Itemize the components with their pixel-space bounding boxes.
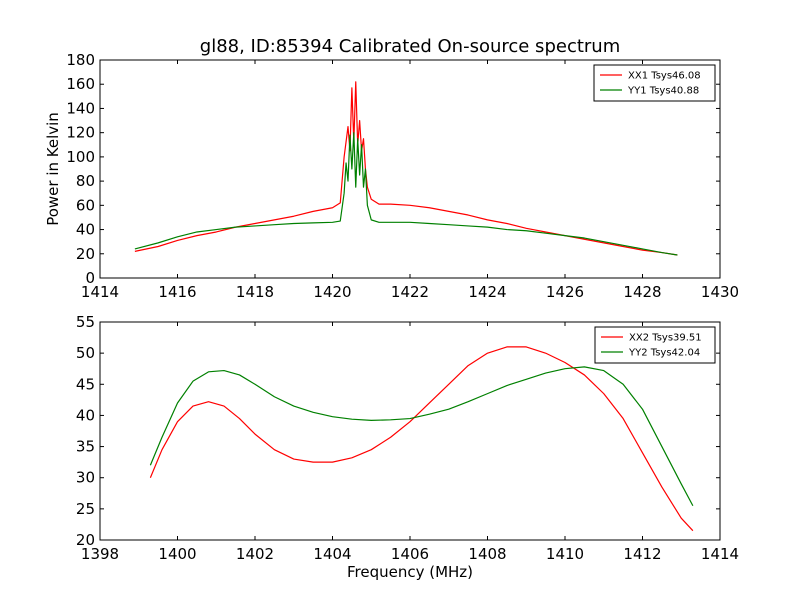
y-tick-label: 80 xyxy=(76,172,95,190)
y-tick-label: 50 xyxy=(76,344,95,362)
y-axis-label-top: Power in Kelvin xyxy=(44,112,62,226)
y-tick-label: 20 xyxy=(76,245,95,263)
y-tick-label: 0 xyxy=(85,269,95,287)
y-tick-label: 120 xyxy=(66,124,95,142)
x-tick-label: 1400 xyxy=(158,545,196,563)
chart-title: gl88, ID:85394 Calibrated On-source spec… xyxy=(200,36,620,57)
legend-box xyxy=(593,64,716,102)
axes-top: 1414 1416 1418 1420 1422 1424 1426 1428 1430 0 20 4… xyxy=(66,51,739,301)
y-tick-label: 55 xyxy=(76,313,95,331)
legend-label: XX2 Tsys39.51 xyxy=(629,333,702,344)
y-tick-label: 160 xyxy=(66,75,95,93)
y-tick-label: 30 xyxy=(76,469,95,487)
x-tick-label: 1426 xyxy=(546,283,584,301)
legend-label: YY2 Tsys42.04 xyxy=(628,348,700,359)
y-tick-label: 180 xyxy=(66,51,95,69)
x-tick-label: 1418 xyxy=(236,283,274,301)
legend: XX2 Tsys39.51 YY2 Tsys42.04 xyxy=(594,326,716,364)
series-line-yy2 xyxy=(149,366,694,507)
x-tick-label: 1416 xyxy=(158,283,196,301)
axes-bottom: 1398 1400 1402 1404 1406 1408 1410 1412 1414 20 25… xyxy=(76,313,739,563)
x-tick-label: 1414 xyxy=(81,283,119,301)
legend-box xyxy=(594,326,716,364)
x-tick-label: 1430 xyxy=(701,283,739,301)
x-tick-label: 1402 xyxy=(236,545,274,563)
y-tick-label: 40 xyxy=(76,406,95,424)
x-axis-label: Frequency (MHz) xyxy=(347,563,473,581)
y-tick-label: 100 xyxy=(66,148,95,166)
y-tick-label: 25 xyxy=(76,500,95,518)
x-tick-label: 1406 xyxy=(391,545,429,563)
legend: XX1 Tsys46.08 YY1 Tsys40.88 xyxy=(593,64,716,102)
x-tick-label: 1420 xyxy=(313,283,351,301)
x-tick-label: 1422 xyxy=(391,283,429,301)
y-tick-label: 40 xyxy=(76,221,95,239)
series-line-xx2 xyxy=(149,346,694,532)
y-tick-label: 35 xyxy=(76,438,95,456)
x-tick-label: 1412 xyxy=(623,545,661,563)
x-tick-label: 1398 xyxy=(81,545,119,563)
x-tick-label: 1408 xyxy=(468,545,506,563)
x-tick-label: 1428 xyxy=(623,283,661,301)
x-tick-label: 1410 xyxy=(546,545,584,563)
legend-label: YY1 Tsys40.88 xyxy=(627,86,699,97)
y-tick-label: 60 xyxy=(76,196,95,214)
series-line-xx1 xyxy=(134,81,678,256)
y-tick-label: 45 xyxy=(76,375,95,393)
y-tick-label: 20 xyxy=(76,531,95,549)
x-tick-label: 1414 xyxy=(701,545,739,563)
legend-label: XX1 Tsys46.08 xyxy=(628,71,701,82)
y-tick-label: 140 xyxy=(66,99,95,117)
x-tick-label: 1404 xyxy=(313,545,351,563)
series-line-yy1 xyxy=(134,132,678,256)
x-tick-label: 1424 xyxy=(468,283,506,301)
